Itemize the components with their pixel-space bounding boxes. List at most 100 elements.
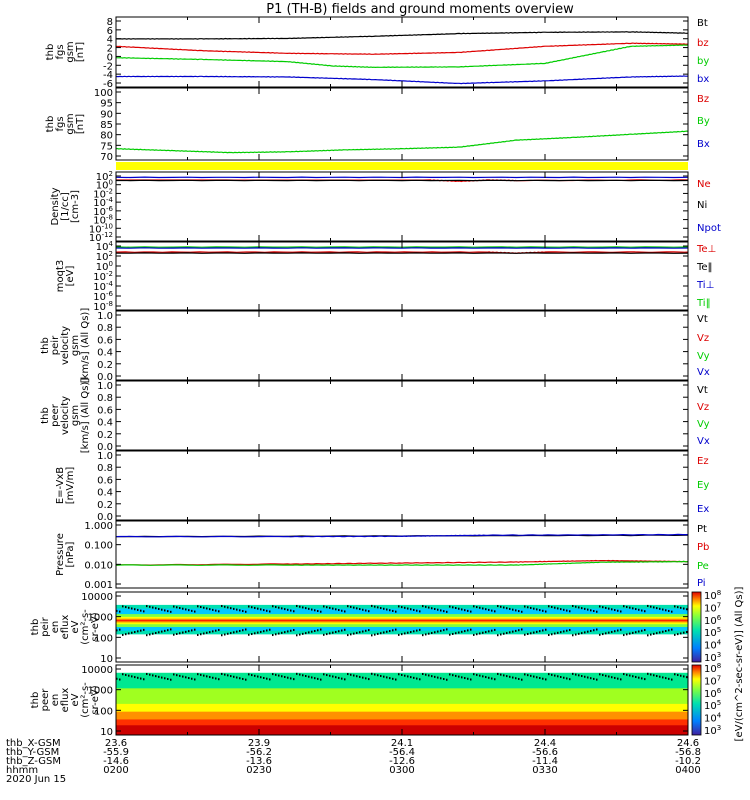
noise-speck (320, 628, 322, 631)
noise-speck (677, 673, 679, 676)
noise-speck (602, 633, 604, 636)
noise-speck (572, 634, 574, 637)
legend-entry: Pe (697, 561, 709, 572)
legend-entry: Pi (697, 578, 706, 589)
noise-speck (566, 609, 568, 612)
noise-speck (623, 634, 625, 637)
noise-speck (644, 678, 646, 681)
noise-speck (293, 610, 295, 613)
noise-speck (347, 673, 349, 676)
noise-speck (224, 605, 226, 608)
legend-entry: Ne (697, 179, 711, 190)
y-tick-label: 0.6 (97, 405, 113, 416)
footer-value: 24.4 (534, 738, 556, 749)
noise-speck (497, 634, 499, 637)
noise-speck (545, 678, 547, 681)
noise-speck (572, 672, 574, 675)
noise-speck (644, 629, 646, 632)
noise-speck (398, 605, 400, 608)
series-line-by (115, 44, 689, 69)
noise-speck (548, 634, 550, 637)
noise-speck (602, 674, 604, 677)
noise-speck (512, 608, 514, 611)
noise-speck (140, 609, 142, 612)
footer-value: 0200 (103, 765, 128, 776)
noise-speck (671, 678, 673, 681)
noise-speck (632, 607, 634, 610)
noise-speck (527, 633, 529, 636)
noise-speck (482, 607, 484, 610)
noise-speck (266, 609, 268, 612)
noise-speck (176, 606, 178, 609)
noise-speck (386, 630, 388, 633)
noise-speck (632, 675, 634, 678)
noise-speck (248, 605, 250, 608)
noise-speck (215, 677, 217, 680)
footer-value: -56.4 (389, 747, 415, 758)
noise-speck (431, 675, 433, 678)
noise-speck (494, 610, 496, 613)
noise-speck (326, 633, 328, 636)
noise-speck (395, 678, 397, 681)
noise-speck (188, 630, 190, 633)
noise-speck (629, 674, 631, 677)
noise-speck (416, 677, 418, 680)
noise-speck (227, 674, 229, 677)
noise-speck (614, 630, 616, 633)
y-axis-label: gsm (65, 113, 76, 134)
noise-speck (668, 609, 670, 612)
y-axis-label: [eV] (65, 266, 76, 287)
noise-speck (464, 609, 466, 612)
noise-speck (212, 608, 214, 611)
noise-speck (401, 673, 403, 676)
noise-speck (299, 605, 301, 608)
noise-speck (536, 630, 538, 633)
noise-speck (419, 678, 421, 681)
noise-speck (191, 629, 193, 632)
noise-speck (686, 608, 688, 611)
noise-speck (674, 605, 676, 608)
noise-speck (473, 633, 475, 636)
panel-peer-spectrogram: 10000 1000 100 10 thb peer en eflux eV (cm²-s-sr-… (30, 664, 689, 738)
noise-speck (254, 606, 256, 609)
noise-speck (671, 610, 673, 613)
noise-speck (335, 676, 337, 679)
series-line-By (115, 130, 689, 154)
y-tick-label: 0.2 (97, 500, 113, 511)
noise-speck (674, 673, 676, 676)
noise-speck (683, 675, 685, 678)
noise-speck (221, 605, 223, 608)
legend-entry: Ey (697, 480, 709, 491)
noise-speck (383, 631, 385, 634)
noise-speck (452, 632, 454, 635)
noise-speck (497, 605, 499, 608)
noise-speck (122, 673, 124, 676)
legend-entry: Bz (697, 94, 709, 105)
noise-speck (218, 678, 220, 681)
noise-speck (260, 630, 262, 633)
noise-speck (557, 675, 559, 678)
noise-speck (419, 628, 421, 631)
noise-speck (380, 607, 382, 610)
y-tick-label: 100 (94, 706, 113, 717)
noise-speck (311, 608, 313, 611)
noise-speck (365, 609, 367, 612)
noise-speck (533, 631, 535, 634)
noise-speck (569, 678, 571, 681)
noise-speck (185, 676, 187, 679)
plot-title: P1 (TH-B) fields and ground moments over… (266, 2, 574, 17)
noise-speck (635, 608, 637, 611)
noise-speck (314, 609, 316, 612)
noise-speck (242, 629, 244, 632)
footer-value: 0300 (389, 765, 414, 776)
noise-speck (350, 605, 352, 608)
noise-speck (353, 606, 355, 609)
noise-speck (611, 608, 613, 611)
noise-speck (608, 607, 610, 610)
noise-speck (137, 608, 139, 611)
noise-speck (326, 606, 328, 609)
noise-speck (299, 673, 301, 676)
y-axis-label: [km/s] (All Qs)] (80, 308, 91, 384)
noise-speck (368, 678, 370, 681)
noise-speck (266, 629, 268, 632)
